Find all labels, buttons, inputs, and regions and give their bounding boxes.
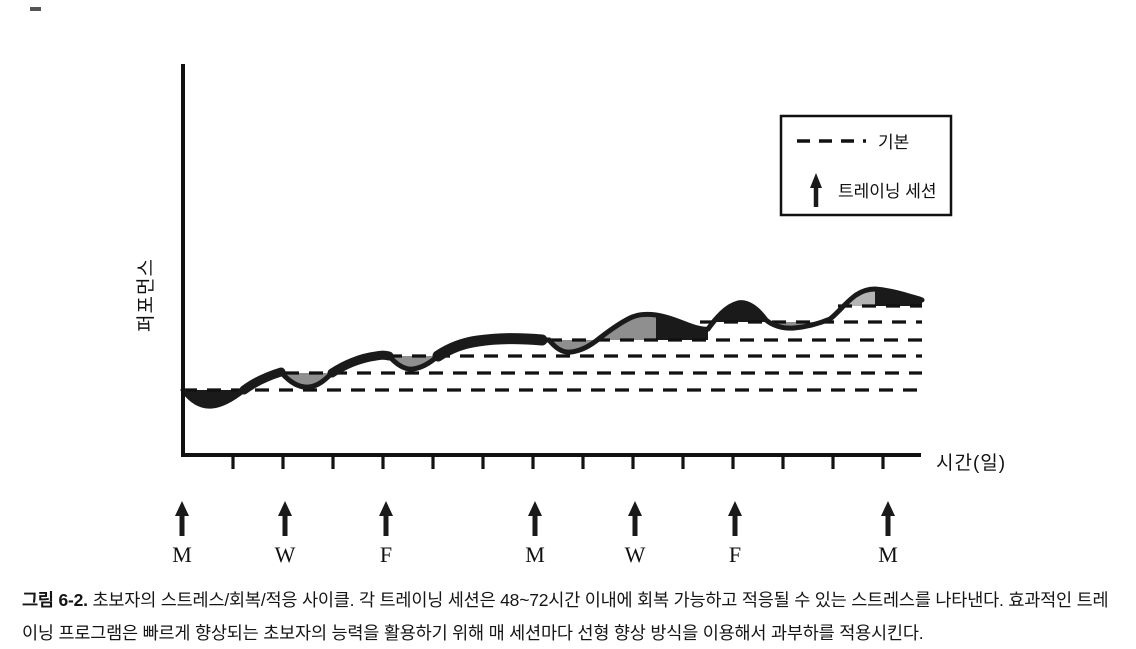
session-arrow: M	[878, 501, 898, 567]
up-arrow-icon	[528, 501, 542, 516]
legend-arrow-sample	[810, 173, 822, 207]
up-arrow-icon	[628, 501, 642, 516]
up-arrow-icon	[278, 501, 292, 516]
session-day-label: M	[525, 542, 545, 567]
y-axis-label: 퍼포먼스	[135, 258, 157, 332]
x-axis-label: 시간(일)	[936, 452, 1006, 474]
session-arrow: F	[728, 501, 742, 567]
session-day-label: F	[729, 542, 741, 567]
figure-caption-text: 초보자의 스트레스/회복/적응 사이클. 각 트레이닝 세션은 48~72시간 …	[22, 590, 1109, 643]
x-axis-ticks	[231, 455, 885, 469]
scan-artifact-mark	[30, 7, 41, 11]
legend-session-label: 트레이닝 세션	[838, 182, 937, 201]
up-arrow-icon	[881, 501, 895, 516]
session-arrow: W	[625, 501, 646, 567]
session-arrow: M	[525, 501, 545, 567]
session-day-label: W	[275, 542, 296, 567]
performance-curve	[180, 286, 925, 409]
legend: 기본 트레이닝 세션	[779, 114, 953, 217]
baseline-dashed-lines	[183, 304, 922, 392]
figure-caption: 그림 6-2. 초보자의 스트레스/회복/적응 사이클. 각 트레이닝 세션은 …	[22, 584, 1120, 649]
up-arrow-icon	[175, 501, 189, 516]
figure-caption-number: 그림 6-2.	[22, 590, 88, 610]
axes	[181, 64, 921, 457]
session-day-label: M	[172, 542, 192, 567]
up-arrow-icon	[728, 501, 742, 516]
session-arrow: F	[379, 501, 393, 567]
stress-recovery-adaptation-plot: 퍼포먼스 시간(일) M W F M W	[30, 7, 1006, 567]
session-arrow: W	[275, 501, 296, 567]
figure-6-2-chart: 퍼포먼스 시간(일) M W F M W	[30, 7, 1006, 567]
up-arrow-icon	[810, 173, 822, 188]
session-arrow: M	[172, 501, 192, 567]
session-day-label: F	[380, 542, 392, 567]
session-day-label: M	[878, 542, 898, 567]
training-session-arrows: M W F M W F M	[172, 501, 898, 567]
legend-box	[779, 114, 953, 217]
up-arrow-icon	[379, 501, 393, 516]
legend-baseline-label: 기본	[878, 133, 909, 152]
session-day-label: W	[625, 542, 646, 567]
